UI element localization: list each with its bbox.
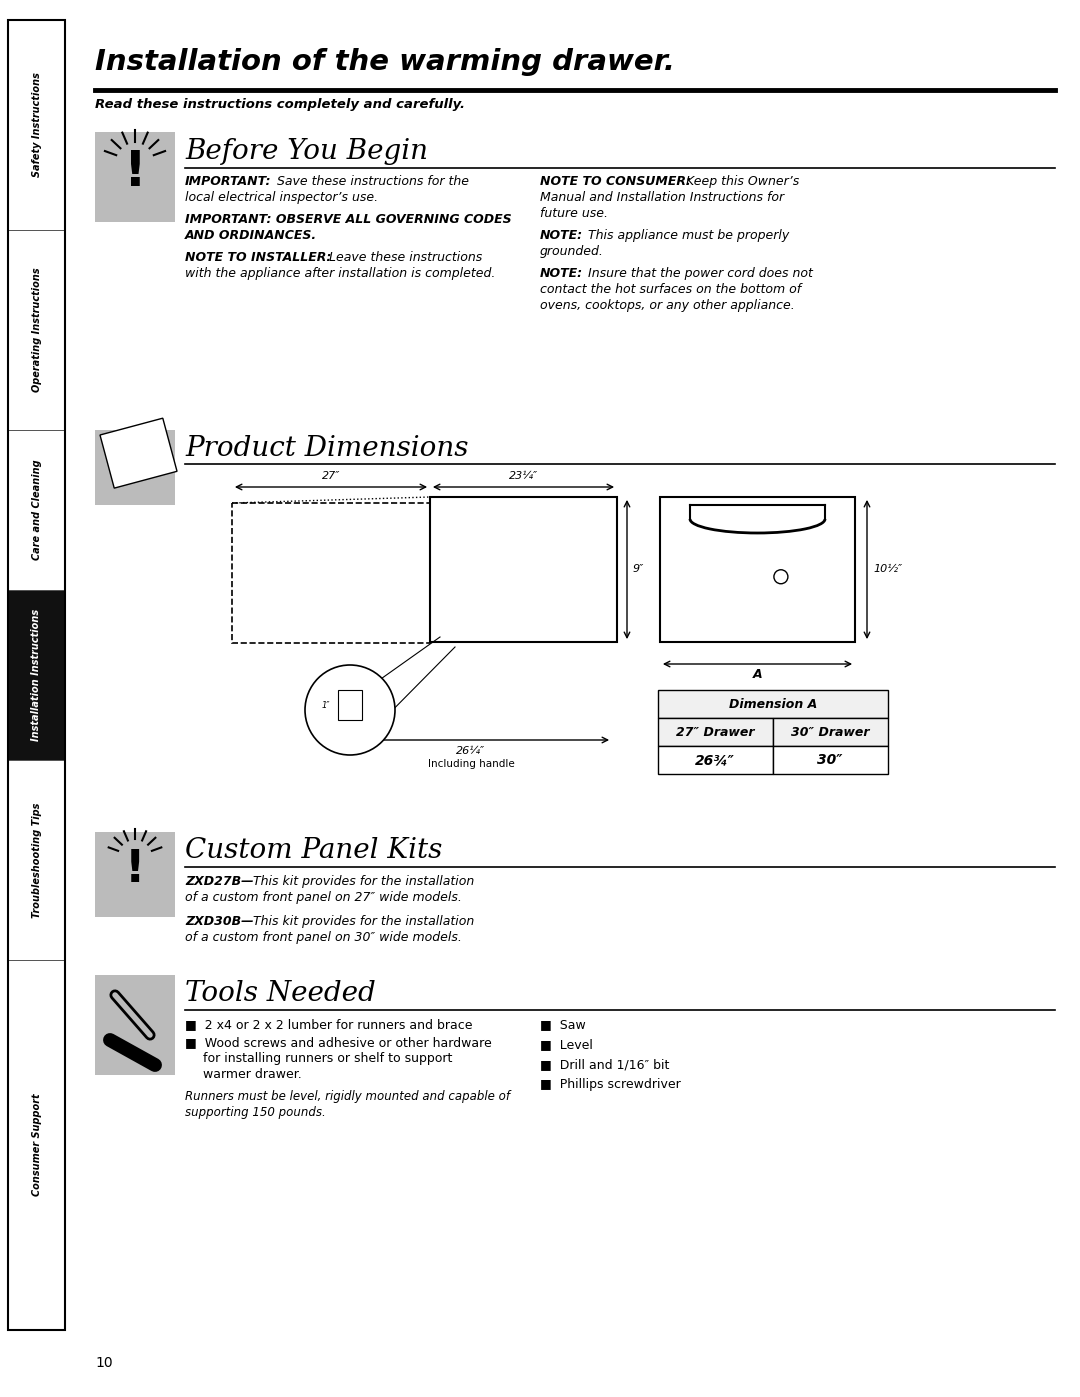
Bar (95, 975, 175, 1076)
Text: of a custom front panel on 30″ wide models.: of a custom front panel on 30″ wide mode… (185, 930, 462, 944)
Text: Before You Begin: Before You Begin (185, 138, 428, 165)
Text: ■  Wood screws and adhesive or other hardware: ■ Wood screws and adhesive or other hard… (185, 1037, 491, 1049)
Bar (95, 833, 175, 916)
Text: IMPORTANT:: IMPORTANT: (185, 175, 271, 189)
Bar (430, 497, 617, 643)
Text: 10: 10 (95, 1356, 112, 1370)
Bar (658, 718, 773, 746)
Circle shape (774, 570, 788, 584)
Text: with the appliance after installation is completed.: with the appliance after installation is… (185, 267, 496, 279)
Text: 30″: 30″ (818, 753, 842, 767)
Text: Consumer Support: Consumer Support (31, 1094, 41, 1196)
Text: Installation Instructions: Installation Instructions (31, 609, 41, 740)
Text: Read these instructions completely and carefully.: Read these instructions completely and c… (95, 98, 465, 110)
Bar (658, 746, 773, 774)
Text: 23¼″: 23¼″ (509, 471, 538, 481)
Text: Leave these instructions: Leave these instructions (325, 251, 483, 264)
Bar (338, 690, 362, 719)
Text: Tools Needed: Tools Needed (185, 981, 376, 1007)
Bar (773, 746, 888, 774)
Text: 1″: 1″ (322, 700, 330, 710)
Bar (8, 430, 65, 590)
Bar (8, 760, 65, 960)
Text: NOTE TO CONSUMER:: NOTE TO CONSUMER: (540, 175, 691, 189)
Text: supporting 150 pounds.: supporting 150 pounds. (185, 1106, 326, 1119)
Text: future use.: future use. (540, 207, 608, 219)
Bar (658, 690, 888, 718)
Text: This appliance must be properly: This appliance must be properly (584, 229, 789, 242)
Text: AND ORDINANCES.: AND ORDINANCES. (185, 229, 318, 242)
Text: contact the hot surfaces on the bottom of: contact the hot surfaces on the bottom o… (540, 284, 801, 296)
Text: ■  2 x4 or 2 x 2 lumber for runners and brace: ■ 2 x4 or 2 x 2 lumber for runners and b… (185, 1018, 473, 1031)
Text: NOTE:: NOTE: (540, 267, 583, 279)
Bar (100, 418, 177, 488)
Text: 26¾″: 26¾″ (696, 753, 734, 767)
Bar (8, 20, 65, 1330)
Text: Manual and Installation Instructions for: Manual and Installation Instructions for (540, 191, 784, 204)
Text: !: ! (123, 148, 147, 196)
Text: NOTE:: NOTE: (540, 229, 583, 242)
Text: IMPORTANT: OBSERVE ALL GOVERNING CODES: IMPORTANT: OBSERVE ALL GOVERNING CODES (185, 212, 512, 226)
Text: of a custom front panel on 27″ wide models.: of a custom front panel on 27″ wide mode… (185, 891, 462, 904)
Bar (660, 497, 855, 643)
Text: Care and Cleaning: Care and Cleaning (31, 460, 41, 560)
Text: for installing runners or shelf to support: for installing runners or shelf to suppo… (203, 1052, 453, 1065)
Bar (95, 131, 175, 222)
Text: Safety Instructions: Safety Instructions (31, 73, 41, 177)
Text: NOTE TO INSTALLER:: NOTE TO INSTALLER: (185, 251, 332, 264)
Text: This kit provides for the installation: This kit provides for the installation (253, 915, 474, 928)
Bar (232, 503, 430, 643)
Text: Dimension A: Dimension A (729, 697, 818, 711)
Text: ■  Level: ■ Level (540, 1038, 593, 1051)
Text: 10½″: 10½″ (873, 564, 902, 574)
Text: Operating Instructions: Operating Instructions (31, 268, 41, 393)
Text: 27″: 27″ (322, 471, 340, 481)
Text: Troubleshooting Tips: Troubleshooting Tips (31, 802, 41, 918)
Bar (773, 718, 888, 746)
Bar (8, 960, 65, 1330)
Text: warmer drawer.: warmer drawer. (203, 1067, 301, 1081)
Text: Product Dimensions: Product Dimensions (185, 434, 469, 462)
Text: ZXD27B—: ZXD27B— (185, 875, 254, 888)
Text: ■  Phillips screwdriver: ■ Phillips screwdriver (540, 1078, 680, 1091)
Text: Installation of the warming drawer.: Installation of the warming drawer. (95, 47, 675, 75)
Text: 27″ Drawer: 27″ Drawer (676, 725, 754, 739)
Circle shape (305, 665, 395, 754)
Text: Custom Panel Kits: Custom Panel Kits (185, 837, 443, 863)
Text: Save these instructions for the: Save these instructions for the (273, 175, 469, 189)
Text: !: ! (125, 848, 145, 891)
Text: 26¼″: 26¼″ (457, 746, 486, 756)
Text: ovens, cooktops, or any other appliance.: ovens, cooktops, or any other appliance. (540, 299, 795, 312)
Text: 30″ Drawer: 30″ Drawer (791, 725, 869, 739)
Bar (95, 430, 175, 504)
Text: ■  Drill and 1/16″ bit: ■ Drill and 1/16″ bit (540, 1058, 670, 1071)
Text: Runners must be level, rigidly mounted and capable of: Runners must be level, rigidly mounted a… (185, 1090, 510, 1104)
Bar (8, 231, 65, 430)
Text: This kit provides for the installation: This kit provides for the installation (253, 875, 474, 888)
Text: Keep this Owner’s: Keep this Owner’s (681, 175, 799, 189)
Bar (8, 20, 65, 231)
Text: Insure that the power cord does not: Insure that the power cord does not (584, 267, 813, 279)
Text: grounded.: grounded. (540, 244, 604, 258)
Bar (8, 590, 65, 760)
Text: A: A (753, 668, 762, 680)
Text: ZXD30B—: ZXD30B— (185, 915, 254, 928)
Text: Including handle: Including handle (428, 759, 514, 768)
Text: local electrical inspector’s use.: local electrical inspector’s use. (185, 191, 378, 204)
Text: 9″: 9″ (633, 564, 645, 574)
Text: ■  Saw: ■ Saw (540, 1018, 585, 1031)
